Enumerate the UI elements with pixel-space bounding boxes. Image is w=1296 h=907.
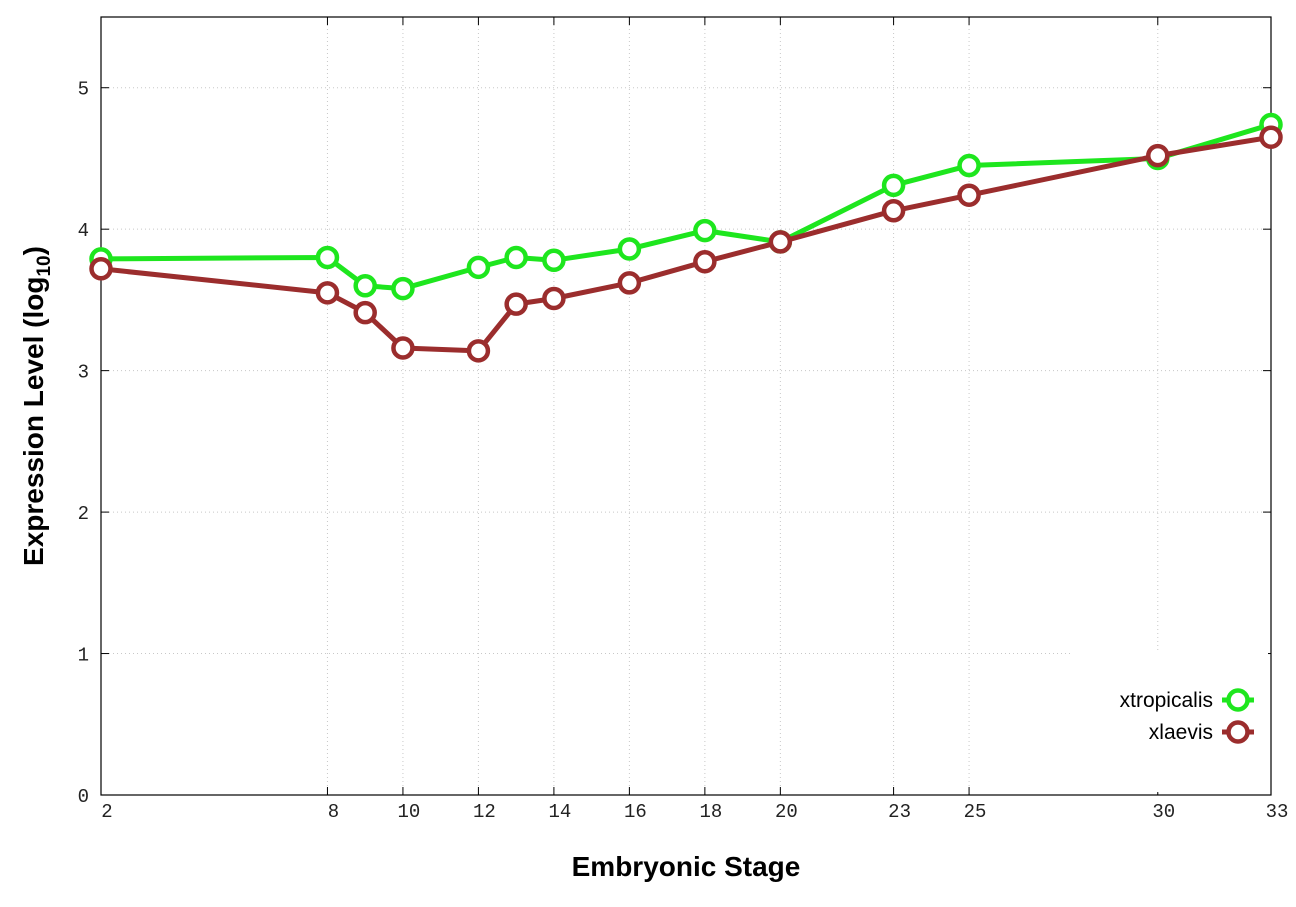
x-tick-label: 2 — [101, 801, 112, 823]
y-tick-label: 1 — [78, 645, 89, 667]
data-series — [89, 112, 1283, 363]
y-axis-title-subscript: 10 — [34, 255, 55, 276]
legend-label-xlaevis: xlaevis — [1149, 721, 1213, 744]
y-tick-label: 3 — [78, 362, 89, 384]
data-point-xlaevis — [1259, 125, 1283, 149]
x-axis-title: Embryonic Stage — [572, 851, 801, 882]
x-tick-label: 30 — [1152, 801, 1175, 823]
x-tick-label: 23 — [888, 801, 911, 823]
x-tick-label: 12 — [473, 801, 496, 823]
data-point-xtropicalis — [466, 255, 491, 280]
data-point-xtropicalis — [542, 248, 566, 273]
legend-swatch-marker-xlaevis — [1226, 720, 1250, 744]
y-axis-title-close: ) — [18, 246, 49, 255]
x-tick-label: 18 — [699, 801, 722, 823]
data-point-xlaevis — [768, 230, 793, 254]
x-tick-label: 25 — [964, 801, 987, 823]
y-tick-label: 0 — [78, 786, 89, 808]
data-point-xlaevis — [1146, 143, 1170, 168]
data-point-xlaevis — [315, 281, 340, 305]
data-point-xlaevis — [881, 199, 906, 223]
data-point-xlaevis — [466, 339, 491, 363]
series-line-xtropicalis — [100, 122, 1272, 292]
data-point-xtropicalis — [391, 276, 415, 301]
grid-lines — [101, 17, 1271, 795]
y-axis-title-main: Expression Level (log — [18, 277, 49, 566]
data-point-xlaevis — [504, 292, 528, 316]
y-axis-title: Expression Level (log10) — [18, 246, 55, 566]
x-tick-label: 20 — [775, 801, 798, 823]
data-point-xlaevis — [542, 286, 566, 311]
y-tick-label: 4 — [78, 220, 89, 242]
data-point-xlaevis — [617, 271, 642, 295]
data-point-xlaevis — [391, 336, 415, 360]
x-tick-label: 10 — [398, 801, 421, 823]
data-point-xtropicalis — [881, 173, 906, 198]
data-point-xlaevis — [89, 257, 113, 281]
data-point-xtropicalis — [353, 274, 377, 298]
legend-swatch-marker-xtropicalis — [1226, 688, 1250, 712]
data-point-xtropicalis — [315, 245, 340, 270]
data-point-xtropicalis — [693, 218, 717, 243]
plot-area-frame — [100, 16, 1272, 796]
data-point-xtropicalis — [957, 153, 981, 178]
x-tick-label: 8 — [328, 801, 339, 823]
data-point-xlaevis — [353, 300, 377, 325]
data-point-xlaevis — [957, 183, 981, 207]
x-tick-label: 33 — [1266, 801, 1289, 823]
data-point-xlaevis — [693, 249, 717, 274]
legend: xtropicalis xlaevis — [1072, 650, 1268, 792]
legend-label-xtropicalis: xtropicalis — [1120, 689, 1213, 712]
x-tick-label: 16 — [624, 801, 647, 823]
y-tick-label: 5 — [78, 79, 89, 101]
data-point-xtropicalis — [504, 245, 528, 270]
series-line-xlaevis — [100, 134, 1272, 354]
y-tick-label: 2 — [78, 503, 89, 525]
x-tick-label: 14 — [548, 801, 571, 823]
data-point-xtropicalis — [617, 237, 642, 261]
